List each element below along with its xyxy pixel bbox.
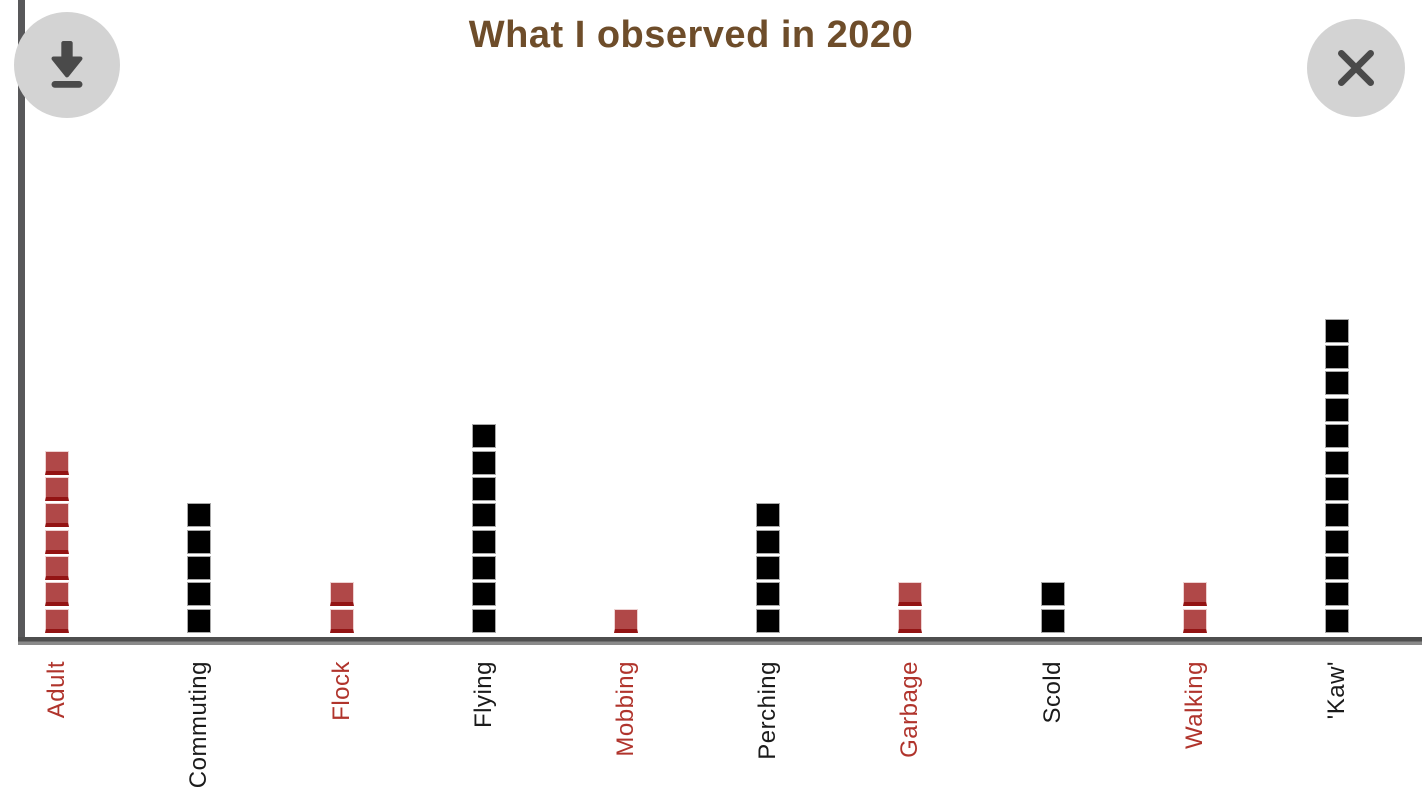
x-axis-label: Walking [1180, 661, 1208, 749]
unit-square [1324, 318, 1349, 343]
x-label-slot: Adult [0, 661, 128, 800]
x-axis-label: Scold [1038, 661, 1066, 724]
unit-square [187, 556, 212, 581]
unit-square [1324, 556, 1349, 581]
unit-square [471, 582, 496, 607]
unit-square [471, 503, 496, 528]
x-axis-label: Perching [754, 661, 782, 760]
bar-column [128, 0, 270, 634]
unit-square [471, 556, 496, 581]
bar-column [1124, 0, 1266, 634]
unit-square [187, 529, 212, 554]
bar-column [697, 0, 839, 634]
unit-square [329, 582, 354, 607]
chart-title: What I observed in 2020 [468, 14, 914, 56]
unit-square [1182, 582, 1207, 607]
unit-square [1040, 608, 1065, 633]
unit-square [756, 556, 781, 581]
x-label-slot: Flying [413, 661, 555, 800]
unit-square [1324, 476, 1349, 501]
unit-square [187, 582, 212, 607]
x-label-slot: Walking [1124, 661, 1266, 800]
unit-square [45, 529, 70, 554]
unit-square [471, 424, 496, 449]
unit-square [1324, 608, 1349, 633]
unit-square [471, 529, 496, 554]
unit-square [1324, 503, 1349, 528]
x-label-slot: 'Kaw' [1266, 661, 1408, 800]
unit-square [613, 608, 638, 633]
download-button[interactable] [14, 12, 120, 118]
close-icon [1329, 41, 1383, 95]
unit-square [898, 582, 923, 607]
bar-column [0, 0, 128, 634]
chart-columns [0, 0, 1408, 634]
unit-square [1324, 345, 1349, 370]
unit-square [756, 529, 781, 554]
unit-square [45, 503, 70, 528]
x-label-slot: Perching [697, 661, 839, 800]
unit-square [1040, 582, 1065, 607]
unit-square [1324, 450, 1349, 475]
x-axis-line [18, 637, 1422, 645]
bar-column [270, 0, 412, 634]
x-axis-label: 'Kaw' [1322, 661, 1350, 720]
x-label-slot: Flock [270, 661, 412, 800]
unit-square [329, 608, 354, 633]
download-icon [36, 34, 98, 96]
unit-square [1324, 397, 1349, 422]
bar-column [981, 0, 1123, 634]
unit-square [1324, 582, 1349, 607]
x-label-slot: Commuting [128, 661, 270, 800]
bar-column [555, 0, 697, 634]
unit-square [45, 556, 70, 581]
unit-square [898, 608, 923, 633]
x-axis-label: Flock [327, 661, 355, 721]
x-label-slot: Garbage [839, 661, 981, 800]
unit-square [756, 582, 781, 607]
unit-square [1324, 371, 1349, 396]
unit-square [45, 582, 70, 607]
x-axis-label: Adult [43, 661, 71, 719]
unit-square [187, 608, 212, 633]
y-axis-line [18, 0, 25, 645]
x-axis-label: Flying [469, 661, 497, 729]
unit-square [471, 476, 496, 501]
bar-column [413, 0, 555, 634]
unit-square [45, 608, 70, 633]
x-label-slot: Scold [981, 661, 1123, 800]
unit-square [45, 476, 70, 501]
unit-square [756, 608, 781, 633]
unit-square [1324, 529, 1349, 554]
unit-square [187, 503, 212, 528]
bar-column [1266, 0, 1408, 634]
x-axis-label: Mobbing [611, 661, 639, 757]
x-axis-label: Commuting [185, 661, 213, 789]
unit-square [471, 608, 496, 633]
unit-square [45, 450, 70, 475]
unit-square [1182, 608, 1207, 633]
unit-square [1324, 424, 1349, 449]
unit-square [756, 503, 781, 528]
unit-square [471, 450, 496, 475]
x-axis-labels: Adult Commuting Flock Flying Mobbing Perching… [0, 661, 1408, 800]
bar-column [839, 0, 981, 634]
close-button[interactable] [1307, 19, 1405, 117]
x-axis-label: Garbage [896, 661, 924, 758]
x-label-slot: Mobbing [555, 661, 697, 800]
